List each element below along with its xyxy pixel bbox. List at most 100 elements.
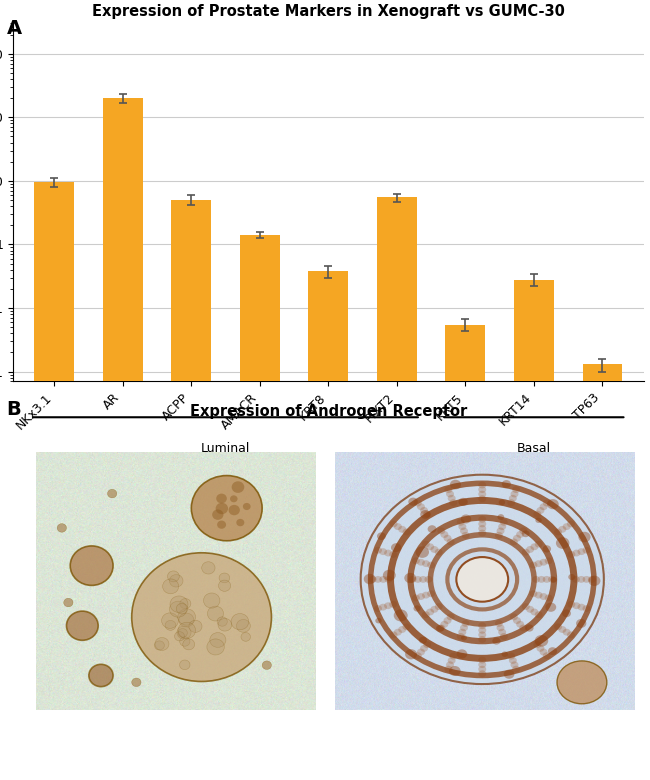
Circle shape <box>558 626 566 633</box>
Circle shape <box>389 632 398 638</box>
Circle shape <box>462 620 469 627</box>
Circle shape <box>567 601 575 608</box>
Circle shape <box>500 519 508 526</box>
Circle shape <box>478 481 486 488</box>
Circle shape <box>443 617 452 624</box>
Circle shape <box>554 623 562 630</box>
Circle shape <box>398 626 406 633</box>
Circle shape <box>577 604 586 611</box>
Circle shape <box>155 637 169 651</box>
Circle shape <box>478 520 486 527</box>
Circle shape <box>178 609 196 626</box>
Circle shape <box>217 617 228 626</box>
Circle shape <box>218 619 232 631</box>
Circle shape <box>545 558 552 564</box>
Circle shape <box>402 623 410 630</box>
Circle shape <box>512 665 520 672</box>
Circle shape <box>219 573 229 583</box>
Circle shape <box>216 503 228 514</box>
Circle shape <box>402 529 410 535</box>
Circle shape <box>423 641 431 648</box>
Circle shape <box>460 624 468 631</box>
Circle shape <box>436 625 444 632</box>
Circle shape <box>513 617 521 624</box>
Circle shape <box>445 665 452 672</box>
Circle shape <box>545 603 556 612</box>
Circle shape <box>417 503 425 510</box>
Circle shape <box>375 618 382 623</box>
Circle shape <box>568 574 575 580</box>
Circle shape <box>449 653 458 660</box>
Circle shape <box>530 608 538 615</box>
Circle shape <box>558 526 566 533</box>
Circle shape <box>450 480 461 489</box>
Circle shape <box>582 605 590 612</box>
Circle shape <box>512 486 520 493</box>
Circle shape <box>398 526 406 533</box>
Circle shape <box>478 666 486 672</box>
Circle shape <box>449 499 458 506</box>
Circle shape <box>89 665 113 686</box>
Circle shape <box>562 609 571 617</box>
Circle shape <box>543 652 551 659</box>
Circle shape <box>519 625 527 631</box>
Circle shape <box>189 620 202 633</box>
Circle shape <box>461 515 471 523</box>
Circle shape <box>57 523 66 532</box>
Circle shape <box>509 495 517 502</box>
Circle shape <box>417 649 425 655</box>
Circle shape <box>384 550 392 556</box>
Bar <box>582 364 622 780</box>
Circle shape <box>231 481 244 493</box>
Circle shape <box>448 657 456 664</box>
Circle shape <box>165 620 176 630</box>
Circle shape <box>231 614 249 629</box>
Circle shape <box>497 527 504 534</box>
Circle shape <box>576 619 586 628</box>
Circle shape <box>526 546 534 553</box>
Circle shape <box>577 576 585 583</box>
Circle shape <box>404 573 416 583</box>
Circle shape <box>461 635 467 640</box>
Circle shape <box>497 624 504 631</box>
Circle shape <box>535 612 543 618</box>
Circle shape <box>218 580 231 591</box>
Circle shape <box>180 598 191 608</box>
Circle shape <box>534 641 541 648</box>
Circle shape <box>478 627 486 633</box>
Circle shape <box>545 594 552 601</box>
Circle shape <box>374 547 382 554</box>
Circle shape <box>504 669 514 679</box>
Circle shape <box>577 548 586 555</box>
Circle shape <box>389 551 397 558</box>
Circle shape <box>522 603 530 610</box>
Circle shape <box>498 523 506 530</box>
Circle shape <box>237 519 244 526</box>
Circle shape <box>540 649 547 655</box>
Circle shape <box>426 544 434 550</box>
Circle shape <box>389 520 398 527</box>
Circle shape <box>430 606 438 613</box>
Circle shape <box>66 612 98 640</box>
Circle shape <box>420 510 430 519</box>
Circle shape <box>427 562 435 569</box>
Circle shape <box>435 548 443 555</box>
Circle shape <box>540 503 547 510</box>
Circle shape <box>538 576 545 583</box>
Circle shape <box>573 550 580 556</box>
Circle shape <box>203 593 220 608</box>
Bar <box>240 235 280 780</box>
Circle shape <box>262 661 272 669</box>
Circle shape <box>563 629 571 636</box>
Circle shape <box>525 624 534 632</box>
Circle shape <box>510 538 518 545</box>
Circle shape <box>207 606 224 621</box>
Circle shape <box>178 629 187 637</box>
Circle shape <box>414 652 422 659</box>
Circle shape <box>207 639 224 655</box>
Circle shape <box>427 590 435 597</box>
Circle shape <box>170 575 183 587</box>
Circle shape <box>510 661 519 668</box>
Circle shape <box>385 576 393 583</box>
Circle shape <box>448 495 456 502</box>
